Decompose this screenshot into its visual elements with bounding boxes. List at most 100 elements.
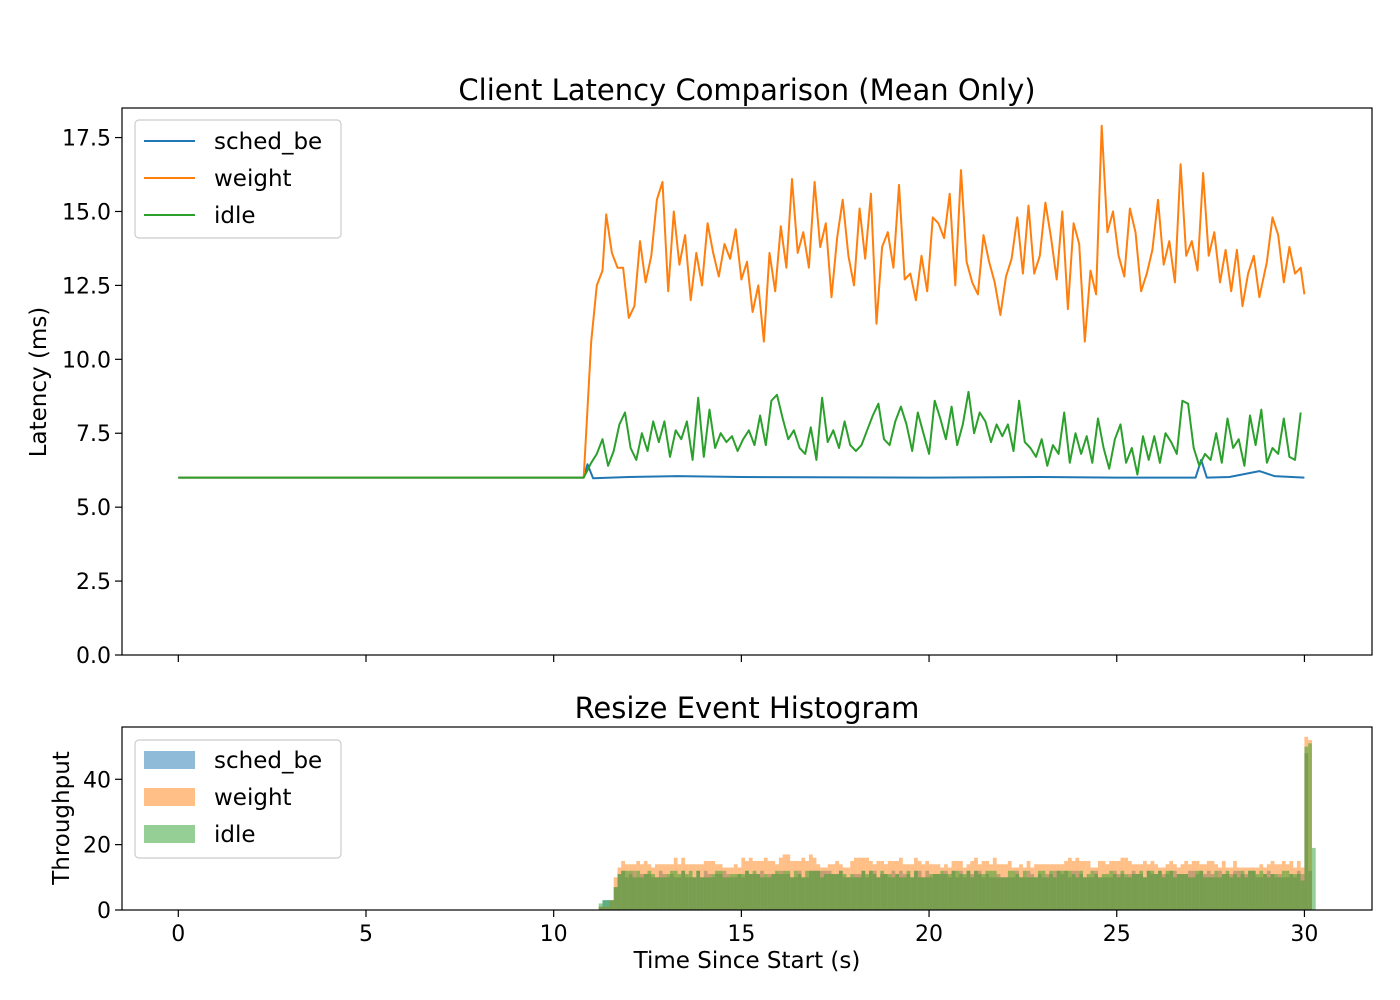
histogram-bar — [951, 870, 956, 910]
histogram-bar — [955, 870, 960, 910]
histogram-bar — [677, 874, 682, 910]
histogram-bar — [598, 903, 603, 910]
latency-legend-box — [134, 119, 342, 239]
histogram-bar — [823, 874, 828, 910]
histogram-bar — [1101, 874, 1106, 910]
histogram-bar — [1308, 743, 1312, 910]
histogram-bar — [775, 870, 779, 910]
histogram-bar — [1165, 870, 1170, 910]
latency-series-sched-be — [178, 458, 1305, 480]
histogram-bar — [1022, 870, 1027, 910]
histogram-bar — [1071, 874, 1076, 910]
latency-chart: Client Latency Comparison (Mean Only) La… — [26, 73, 1373, 669]
histogram-bar — [1041, 870, 1046, 910]
histogram-bar — [733, 874, 738, 910]
histogram-xtick-label: 15 — [727, 922, 755, 947]
histogram-bar — [1049, 870, 1053, 910]
histogram-bar — [609, 900, 614, 910]
histogram-bar — [831, 874, 836, 910]
histogram-bar — [1131, 874, 1136, 910]
histogram-bar — [1176, 874, 1181, 910]
histogram-bar — [1097, 877, 1102, 910]
histogram-bar — [1060, 870, 1065, 910]
histogram-bar — [906, 870, 911, 910]
histogram-legend-swatch — [144, 788, 195, 806]
histogram-bar — [985, 870, 990, 910]
histogram-bar — [1064, 870, 1068, 910]
histogram-bar — [1263, 874, 1267, 910]
histogram-bar — [1052, 877, 1057, 910]
histogram-bar — [1116, 877, 1121, 910]
histogram-ytick-label: 0 — [97, 899, 111, 924]
histogram-bar — [1266, 877, 1271, 910]
histogram-bar — [861, 870, 866, 910]
histogram-xtick-label: 30 — [1290, 922, 1318, 947]
histogram-chart-title: Resize Event Histogram — [575, 691, 920, 725]
histogram-bar — [914, 870, 918, 910]
histogram-bar — [1248, 870, 1252, 910]
histogram-bar — [1094, 874, 1098, 910]
histogram-bar — [722, 877, 727, 910]
histogram-bar — [658, 877, 663, 910]
histogram-bar — [1150, 870, 1155, 910]
histogram-bar — [820, 877, 824, 910]
histogram-bar — [1180, 874, 1185, 910]
histogram-bar — [1173, 877, 1177, 910]
histogram-bar — [1188, 877, 1192, 910]
histogram-bar — [1251, 870, 1256, 910]
histogram-bar — [1233, 874, 1237, 910]
histogram-bar — [793, 870, 798, 910]
histogram-bar — [805, 870, 809, 910]
histogram-bar — [959, 874, 963, 910]
histogram-bar — [1135, 874, 1140, 910]
histogram-bar — [621, 870, 625, 910]
histogram-bar — [1045, 877, 1050, 910]
histogram-bar — [1007, 870, 1012, 910]
histogram-bar — [625, 870, 629, 910]
histogram-bar — [962, 874, 967, 910]
histogram-bar — [1169, 870, 1174, 910]
histogram-legend-swatch — [144, 751, 195, 769]
latency-series-weight — [178, 124, 1306, 479]
histogram-bar — [1030, 877, 1035, 910]
histogram-bar — [940, 870, 945, 910]
histogram-bar — [606, 900, 610, 910]
histogram-bar — [932, 874, 937, 910]
histogram-chart: Resize Event Histogram Throughput Time S… — [49, 691, 1373, 974]
histogram-bar — [869, 870, 873, 910]
histogram-bar — [1067, 870, 1072, 910]
histogram-bar — [696, 870, 701, 910]
latency-ytick-label: 2.5 — [76, 570, 111, 595]
histogram-bar — [910, 877, 915, 910]
histogram-bar — [842, 874, 847, 910]
histogram-bar — [1004, 877, 1008, 910]
histogram-bar — [1154, 874, 1159, 910]
histogram-bar — [1184, 874, 1189, 910]
histogram-bar — [673, 870, 678, 910]
histogram-bar — [1161, 877, 1166, 910]
latency-legend-label: weight — [214, 166, 292, 192]
histogram-bar — [876, 877, 881, 910]
histogram-bar — [1139, 870, 1144, 910]
histogram-bar — [1281, 870, 1286, 910]
histogram-bar — [1109, 870, 1113, 910]
histogram-bar — [880, 870, 885, 910]
histogram-bar — [865, 874, 869, 910]
histogram-bar — [643, 874, 648, 910]
histogram-bar — [1112, 874, 1117, 910]
histogram-bar — [692, 877, 697, 910]
histogram-bar — [966, 870, 971, 910]
latency-ytick-label: 17.5 — [62, 127, 111, 152]
histogram-bar — [703, 877, 708, 910]
latency-ytick-label: 7.5 — [76, 422, 111, 447]
histogram-legend-label: sched_be — [214, 748, 322, 774]
histogram-chart-frame — [121, 726, 1373, 911]
histogram-bar — [1019, 877, 1023, 910]
histogram-bar — [1128, 877, 1132, 910]
histogram-bar — [767, 877, 772, 910]
histogram-bar — [760, 877, 764, 910]
histogram-bar — [1079, 870, 1083, 910]
histogram-bar — [745, 870, 749, 910]
